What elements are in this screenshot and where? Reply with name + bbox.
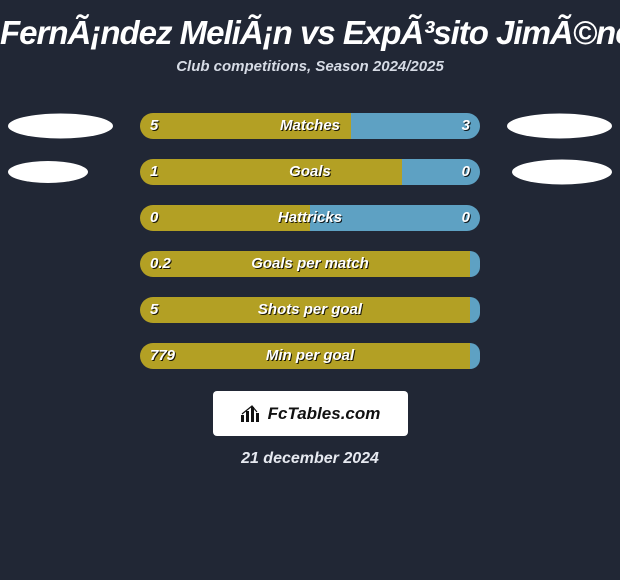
stat-bar-right [351,113,480,139]
stat-bar: 53Matches [140,113,480,139]
stat-bar-left [140,297,470,323]
stat-row: 00Hattricks [0,195,620,241]
stat-bar-left [140,159,402,185]
stat-bar-left [140,251,470,277]
player-right-marker [507,114,612,139]
stat-value-left: 0.2 [150,251,171,277]
stat-bar-right [470,343,480,369]
stat-bar: 10Goals [140,159,480,185]
stat-bar: 779Min per goal [140,343,480,369]
stat-value-left: 5 [150,297,158,323]
stat-row: 53Matches [0,103,620,149]
stat-row: 5Shots per goal [0,287,620,333]
player-right-marker [512,160,612,185]
stat-bar-right [470,251,480,277]
brand-badge[interactable]: FcTables.com [213,391,408,436]
page-subtitle: Club competitions, Season 2024/2025 [0,58,620,75]
page-title: FernÃ¡ndez MeliÃ¡n vs ExpÃ³sito JimÃ©nez [0,14,620,52]
stat-bar-left [140,343,470,369]
stat-bar-left [140,205,310,231]
stat-bar: 0.2Goals per match [140,251,480,277]
stat-bar-left [140,113,351,139]
stat-value-left: 0 [150,205,158,231]
stat-value-right: 0 [462,205,470,231]
stat-bar-right [310,205,480,231]
stat-value-right: 0 [462,159,470,185]
stat-bar-right [470,297,480,323]
stat-bar: 00Hattricks [140,205,480,231]
stat-value-left: 779 [150,343,175,369]
stat-value-left: 1 [150,159,158,185]
stat-value-left: 5 [150,113,158,139]
stat-value-right: 3 [462,113,470,139]
stat-row: 10Goals [0,149,620,195]
comparison-card: FernÃ¡ndez MeliÃ¡n vs ExpÃ³sito JimÃ©nez… [0,0,620,468]
bar-chart-icon [240,405,262,423]
stat-row: 779Min per goal [0,333,620,379]
snapshot-date: 21 december 2024 [0,450,620,468]
player-left-marker [8,161,88,183]
stat-row: 0.2Goals per match [0,241,620,287]
player-left-marker [8,114,113,139]
comparison-rows: 53Matches10Goals00Hattricks0.2Goals per … [0,103,620,379]
stat-bar: 5Shots per goal [140,297,480,323]
brand-text: FcTables.com [268,404,381,424]
